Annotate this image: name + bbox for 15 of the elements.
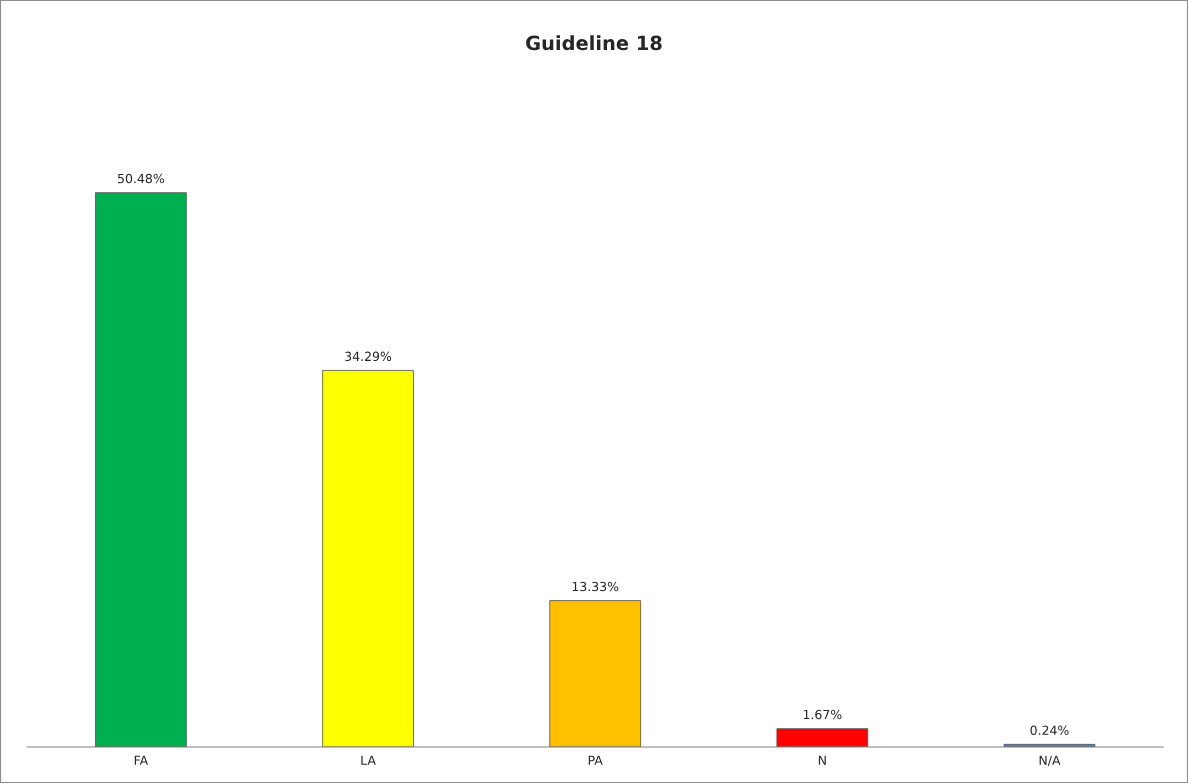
x-tick-label: LA <box>361 755 376 765</box>
data-label: 50.48% <box>118 173 165 184</box>
x-tick-label: PA <box>588 755 603 765</box>
bar <box>322 370 414 747</box>
x-tick-label: FA <box>134 755 149 765</box>
bar <box>549 600 642 747</box>
bar <box>776 728 869 747</box>
bar <box>95 192 187 747</box>
data-label: 1.67% <box>803 709 842 720</box>
chart-title: Guideline 18 <box>526 35 662 51</box>
data-label: 34.29% <box>345 351 392 362</box>
data-label: 0.24% <box>1030 725 1069 735</box>
x-tick-label: N <box>818 755 826 765</box>
data-label: 13.33% <box>572 581 619 592</box>
x-tick-label: N/A <box>1039 755 1061 766</box>
